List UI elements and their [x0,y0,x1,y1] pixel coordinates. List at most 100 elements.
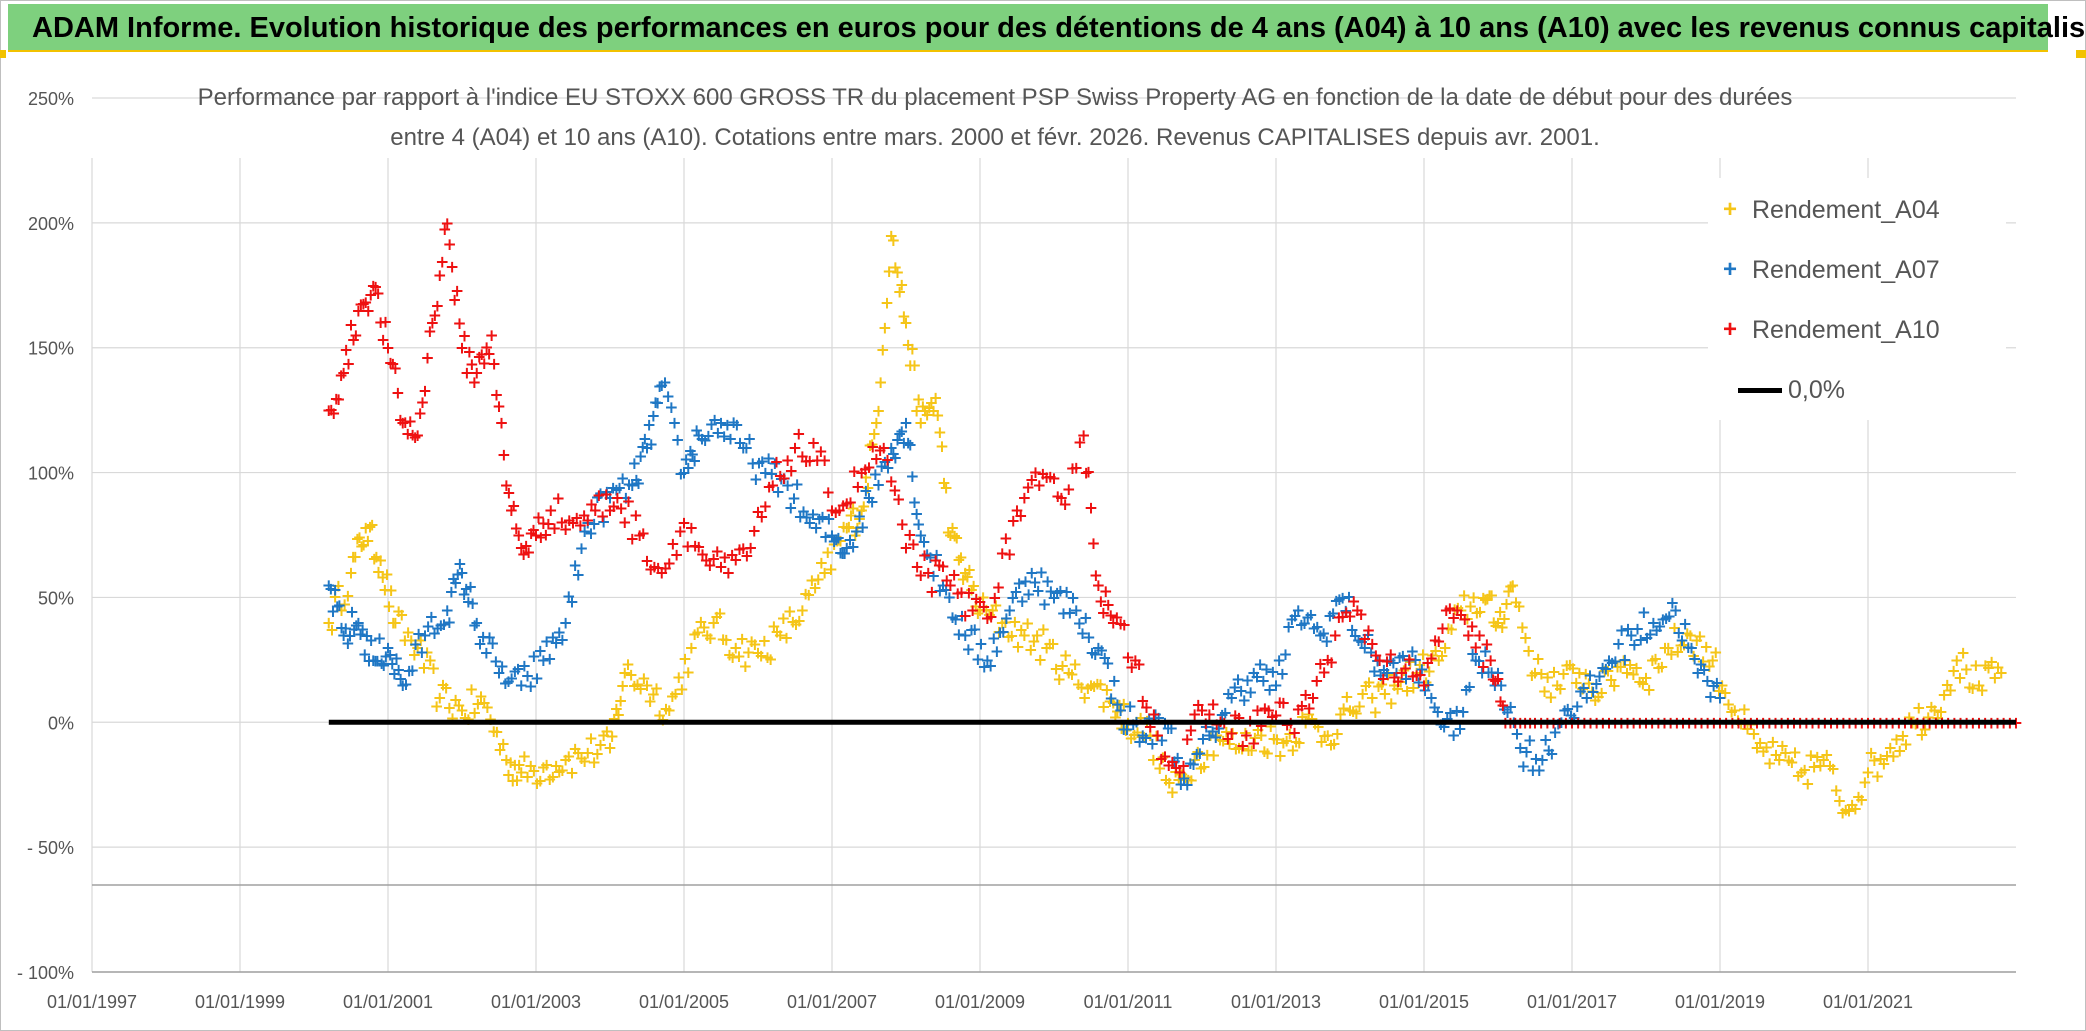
data-point: + [1254,726,1268,746]
interp-marker: + [931,406,945,426]
interp-marker: + [643,692,657,712]
interp-marker: + [1709,643,1723,663]
data-point: + [418,626,432,646]
interp-marker: + [880,451,894,471]
interp-marker: + [1988,669,2002,689]
interp-marker: + [619,489,633,509]
interp-marker: + [1245,741,1259,761]
interp-marker: + [508,662,522,682]
interp-marker: + [882,262,896,282]
interp-marker: + [1107,672,1121,692]
interp-marker: + [786,613,800,633]
data-point: + [1594,683,1608,703]
interp-marker: + [783,602,797,622]
interp-marker: + [964,581,978,601]
data-point: + [958,563,972,583]
report-banner: ADAM Informe. Evolution historique des p… [8,4,2086,52]
interp-marker: + [571,744,585,764]
data-point: + [455,701,469,721]
interp-marker: + [1156,748,1170,768]
data-point: + [1839,801,1853,821]
interp-marker: + [739,438,753,458]
legend-label-a07: Rendement_A07 [1752,255,1940,284]
interp-marker: + [749,470,763,490]
interp-marker: + [1899,735,1913,755]
interp-marker: + [1522,641,1536,661]
interp-marker: + [1575,680,1589,700]
data-point: + [618,663,632,683]
interp-marker: + [761,449,775,469]
data-point: + [928,389,942,409]
interp-marker: + [597,726,611,746]
interp-marker: + [1172,770,1186,790]
interp-marker: + [720,415,734,435]
interp-marker: + [954,548,968,568]
interp-marker: + [520,768,534,788]
interp-marker: + [992,623,1006,643]
data-point: + [373,551,387,571]
interp-marker: + [1001,627,1015,647]
interp-marker: + [787,489,801,509]
interp-marker: + [418,381,432,401]
interp-marker: + [665,687,679,707]
interp-marker: + [391,384,405,404]
interp-marker: + [1978,656,1992,676]
interp-marker: + [445,258,459,278]
interp-marker: + [1463,597,1477,617]
interp-marker: + [694,613,708,633]
interp-marker: + [402,661,416,681]
interp-marker: + [1400,681,1414,701]
interp-marker: + [1324,736,1338,756]
interp-marker: + [1702,657,1716,677]
interp-marker: + [990,642,1004,662]
interp-marker: + [1553,680,1567,700]
data-point: + [581,514,595,534]
interp-marker: + [1117,694,1131,714]
interp-marker: + [487,722,501,742]
interp-marker: + [792,612,806,632]
interp-marker: + [1425,646,1439,666]
interp-marker: + [1175,765,1189,785]
interp-marker: + [1087,677,1101,697]
data-point: + [433,688,447,708]
interp-marker: + [937,474,951,494]
interp-marker: + [991,578,1005,598]
interp-marker: + [549,633,563,653]
interp-marker: + [681,663,695,683]
interp-marker: + [905,467,919,487]
interp-marker: + [922,399,936,419]
interp-marker: + [1103,692,1117,712]
interp-marker: + [646,406,660,426]
interp-marker: + [452,696,466,716]
interp-marker: + [431,619,445,639]
interp-marker: + [353,625,367,645]
data-point: + [1683,626,1697,646]
interp-marker: + [1065,665,1079,685]
interp-marker: + [430,697,444,717]
interp-marker: + [752,453,766,473]
interp-marker: + [1222,734,1236,754]
chart-title: Performance par rapport à l'indice EU ST… [150,78,1840,158]
interp-marker: + [687,452,701,472]
interp-marker: + [1049,660,1063,680]
data-point: + [1661,638,1675,658]
interp-marker: + [426,659,440,679]
data-point: + [1483,651,1497,671]
interp-marker: + [897,307,911,327]
data-point: + [1617,651,1631,671]
interp-marker: + [757,631,771,651]
interp-marker: + [798,584,812,604]
interp-marker: + [442,699,456,719]
interp-marker: + [332,390,346,410]
legend-item-a10: + Rendement_A10 [1708,310,1940,350]
interp-marker: + [383,646,397,666]
interp-marker: + [524,677,538,697]
interp-marker: + [667,413,681,433]
interp-marker: + [1686,646,1700,666]
interp-marker: + [1100,681,1114,701]
interp-marker: + [543,649,557,669]
interp-marker: + [1438,639,1452,659]
interp-marker: + [708,411,722,431]
interp-marker: + [1493,602,1507,622]
interp-marker: + [1763,754,1777,774]
